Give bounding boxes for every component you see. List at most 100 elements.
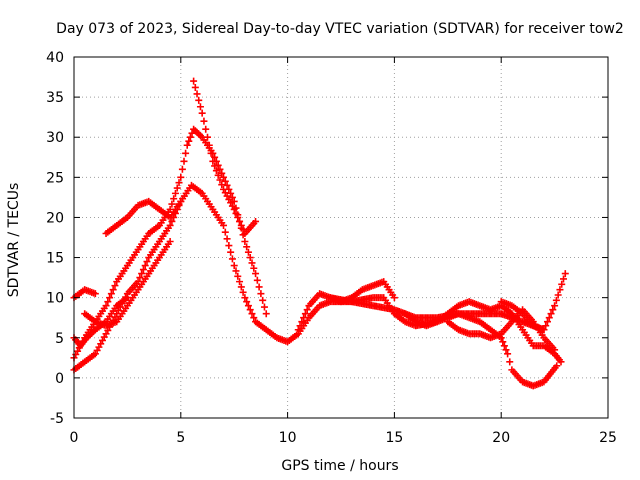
chart-title: Day 073 of 2023, Sidereal Day-to-day VTE… <box>56 21 624 37</box>
data-point <box>390 294 398 302</box>
data-point <box>547 310 555 318</box>
data-point <box>294 326 302 334</box>
x-tick-label: 10 <box>279 430 297 446</box>
data-point <box>237 221 245 229</box>
data-point <box>250 264 258 272</box>
data-point <box>91 290 99 298</box>
data-point <box>218 169 226 177</box>
data-point <box>543 318 551 326</box>
data-point <box>183 141 191 149</box>
data-point <box>171 189 179 197</box>
data-point <box>504 350 512 358</box>
data-point <box>237 283 245 291</box>
data-point <box>228 193 236 201</box>
x-axis-label: GPS time / hours <box>281 458 398 474</box>
data-point <box>542 322 550 330</box>
data-point <box>248 310 256 318</box>
y-tick-label: 0 <box>55 371 64 387</box>
data-point <box>211 162 219 170</box>
data-point <box>138 270 146 278</box>
data-point <box>234 213 242 221</box>
y-tick-label: 15 <box>46 251 64 267</box>
data-point <box>502 346 510 354</box>
data-point <box>191 83 199 91</box>
data-point <box>221 228 229 236</box>
data-point <box>168 217 176 225</box>
data-point <box>180 157 188 165</box>
data-point <box>246 306 254 314</box>
data-point <box>259 296 267 304</box>
data-point <box>234 272 242 280</box>
data-point <box>301 310 309 318</box>
data-point <box>102 302 110 310</box>
y-tick-label: 10 <box>46 291 64 307</box>
x-tick-label: 5 <box>176 430 185 446</box>
data-point <box>177 197 185 205</box>
data-point <box>239 288 247 296</box>
data-point <box>106 294 114 302</box>
y-tick-label: 30 <box>46 130 64 146</box>
data-point <box>499 338 507 346</box>
data-point <box>107 290 115 298</box>
data-point <box>195 96 203 104</box>
data-point <box>207 149 215 157</box>
data-point <box>553 362 561 370</box>
data-point <box>549 306 557 314</box>
data-point <box>220 221 228 229</box>
data-point <box>248 259 256 267</box>
data-point <box>190 77 198 85</box>
data-point <box>166 238 174 246</box>
data-point <box>300 314 308 322</box>
data-point <box>200 117 208 125</box>
x-tick-label: 0 <box>70 430 79 446</box>
data-point <box>196 103 204 111</box>
y-tick-label: 25 <box>46 170 64 186</box>
data-point <box>232 209 240 217</box>
data-point <box>250 314 258 322</box>
data-point <box>216 165 224 173</box>
y-tick-label: 5 <box>55 331 64 347</box>
data-point <box>243 243 251 251</box>
data-point <box>244 248 252 256</box>
data-point <box>186 133 194 141</box>
data-point <box>139 266 147 274</box>
data-point <box>228 255 236 263</box>
data-point <box>554 291 562 299</box>
data-point <box>252 270 260 278</box>
data-point <box>545 314 553 322</box>
data-point <box>173 184 181 192</box>
data-point <box>252 217 260 225</box>
data-point <box>109 286 117 294</box>
data-point <box>560 275 567 283</box>
y-tick-label: -5 <box>50 411 64 427</box>
y-tick-label: 40 <box>46 50 64 66</box>
data-point <box>241 238 249 246</box>
data-point <box>232 267 240 275</box>
data-point <box>255 283 263 291</box>
data-point <box>193 90 201 98</box>
data-point <box>225 242 233 250</box>
data-point <box>230 197 238 205</box>
data-point <box>257 290 265 298</box>
data-point <box>143 258 151 266</box>
data-point <box>198 109 206 117</box>
data-point <box>243 298 251 306</box>
data-point <box>209 157 217 165</box>
y-tick-label: 35 <box>46 90 64 106</box>
data-point <box>552 296 560 304</box>
data-point <box>557 358 565 366</box>
data-point <box>551 302 559 310</box>
data-point <box>506 358 514 366</box>
data-point <box>551 346 559 354</box>
y-axis-label: SDTVAR / TECUs <box>6 183 22 298</box>
data-point <box>111 282 119 290</box>
axis-ticks: 0 5 10 15 20 25 -5 0 5 10 15 20 25 30 35 40 <box>46 50 617 446</box>
data-point <box>104 298 112 306</box>
data-point <box>241 294 249 302</box>
data-point <box>185 137 193 145</box>
data-point <box>216 176 224 184</box>
data-point <box>204 133 211 141</box>
data-point <box>212 167 220 175</box>
data-point <box>303 306 311 314</box>
